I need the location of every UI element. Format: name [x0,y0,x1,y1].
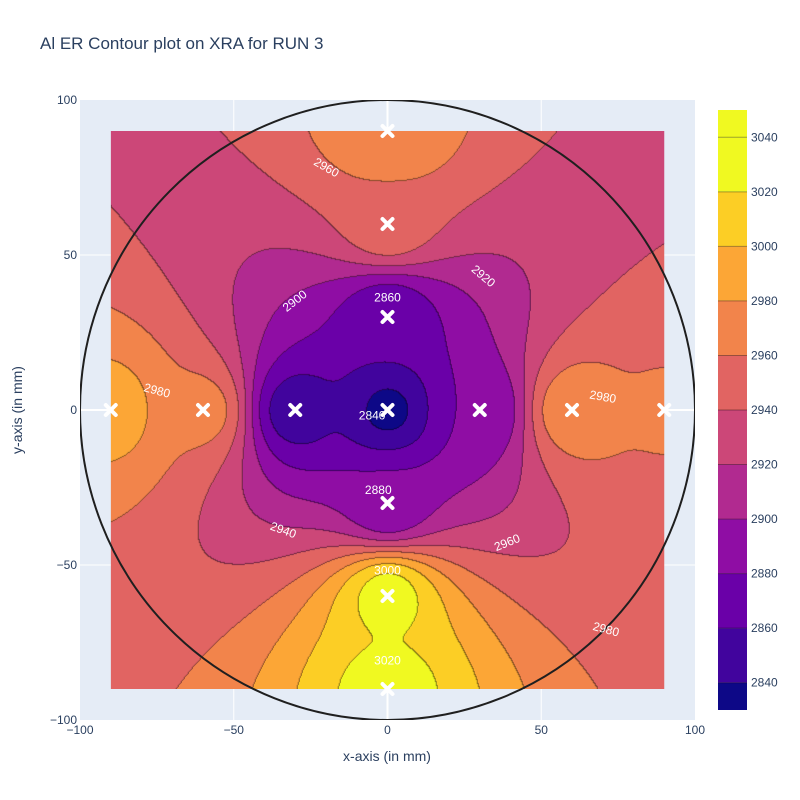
colorbar-tick-label: 3000 [751,239,778,253]
colorbar-band [718,410,747,465]
measurement-point [380,682,395,696]
colorbar-band [718,355,747,410]
measurement-point [380,496,395,510]
contour-label: 2860 [374,291,401,305]
colorbar-band [718,628,747,683]
y-tick-label: −100 [50,713,77,727]
colorbar-tick-label: 2940 [751,403,778,417]
colorbar-band [718,246,747,301]
measurement-point [380,589,395,603]
colorbar-tick-label: 2860 [751,621,778,635]
colorbar-band [718,519,747,574]
measurement-point [565,403,579,417]
colorbar-band [718,464,747,520]
colorbar-band [718,573,747,629]
colorbar-band [718,137,747,192]
colorbar: 2840 2860 2880 2900 2920 2940 2960 2980 3000 3020… [718,110,778,710]
y-tick-label: −50 [57,558,78,572]
measurement-point [288,403,303,417]
colorbar-tick-label: 3020 [751,185,778,199]
measurement-point [380,124,395,138]
x-tick-label: −50 [224,723,245,737]
x-tick-label: 50 [535,723,549,737]
colorbar-tick-label: 2980 [751,294,778,308]
colorbar-tick-label: 2900 [751,512,778,526]
colorbar-tick-label: 3040 [751,130,778,144]
y-axis-title: y-axis (in mm) [9,366,25,454]
y-tick-label: 50 [64,248,78,262]
contour-label: 2980 [589,388,618,406]
contour-label: 2880 [365,483,392,497]
colorbar-tick-label: 2920 [751,458,778,472]
contour-label: 3000 [374,563,401,577]
contour-label: 2980 [591,619,621,640]
measurement-point [380,403,395,417]
measurement-point [472,403,487,417]
chart-title: Al ER Contour plot on XRA for RUN 3 [40,34,324,53]
x-axis-title: x-axis (in mm) [343,748,431,764]
y-tick-label: 100 [57,93,77,107]
measurement-points [103,124,672,696]
x-tick-label: 100 [685,723,705,737]
x-axis-ticks: −100 −50 0 50 100 [66,723,705,737]
colorbar-band [718,191,747,247]
measurement-point [380,310,395,324]
colorbar-tick-label: 2840 [751,676,778,690]
x-tick-label: 0 [384,723,391,737]
x-tick-label: −100 [66,723,93,737]
contour-label: 2840 [359,408,386,422]
colorbar-band [718,682,747,710]
colorbar-tick-label: 2960 [751,348,778,362]
measurement-point [103,403,118,417]
contour-label: 3020 [374,653,401,667]
measurement-point [380,217,395,231]
measurement-point [196,403,210,417]
contour-label: 2980 [142,380,172,401]
measurement-point [657,403,672,417]
colorbar-tick-label: 2880 [751,567,778,581]
y-tick-label: 0 [70,403,77,417]
colorbar-band [718,110,747,138]
y-axis-ticks: −100 −50 0 50 100 [50,93,77,727]
colorbar-band [718,300,747,356]
